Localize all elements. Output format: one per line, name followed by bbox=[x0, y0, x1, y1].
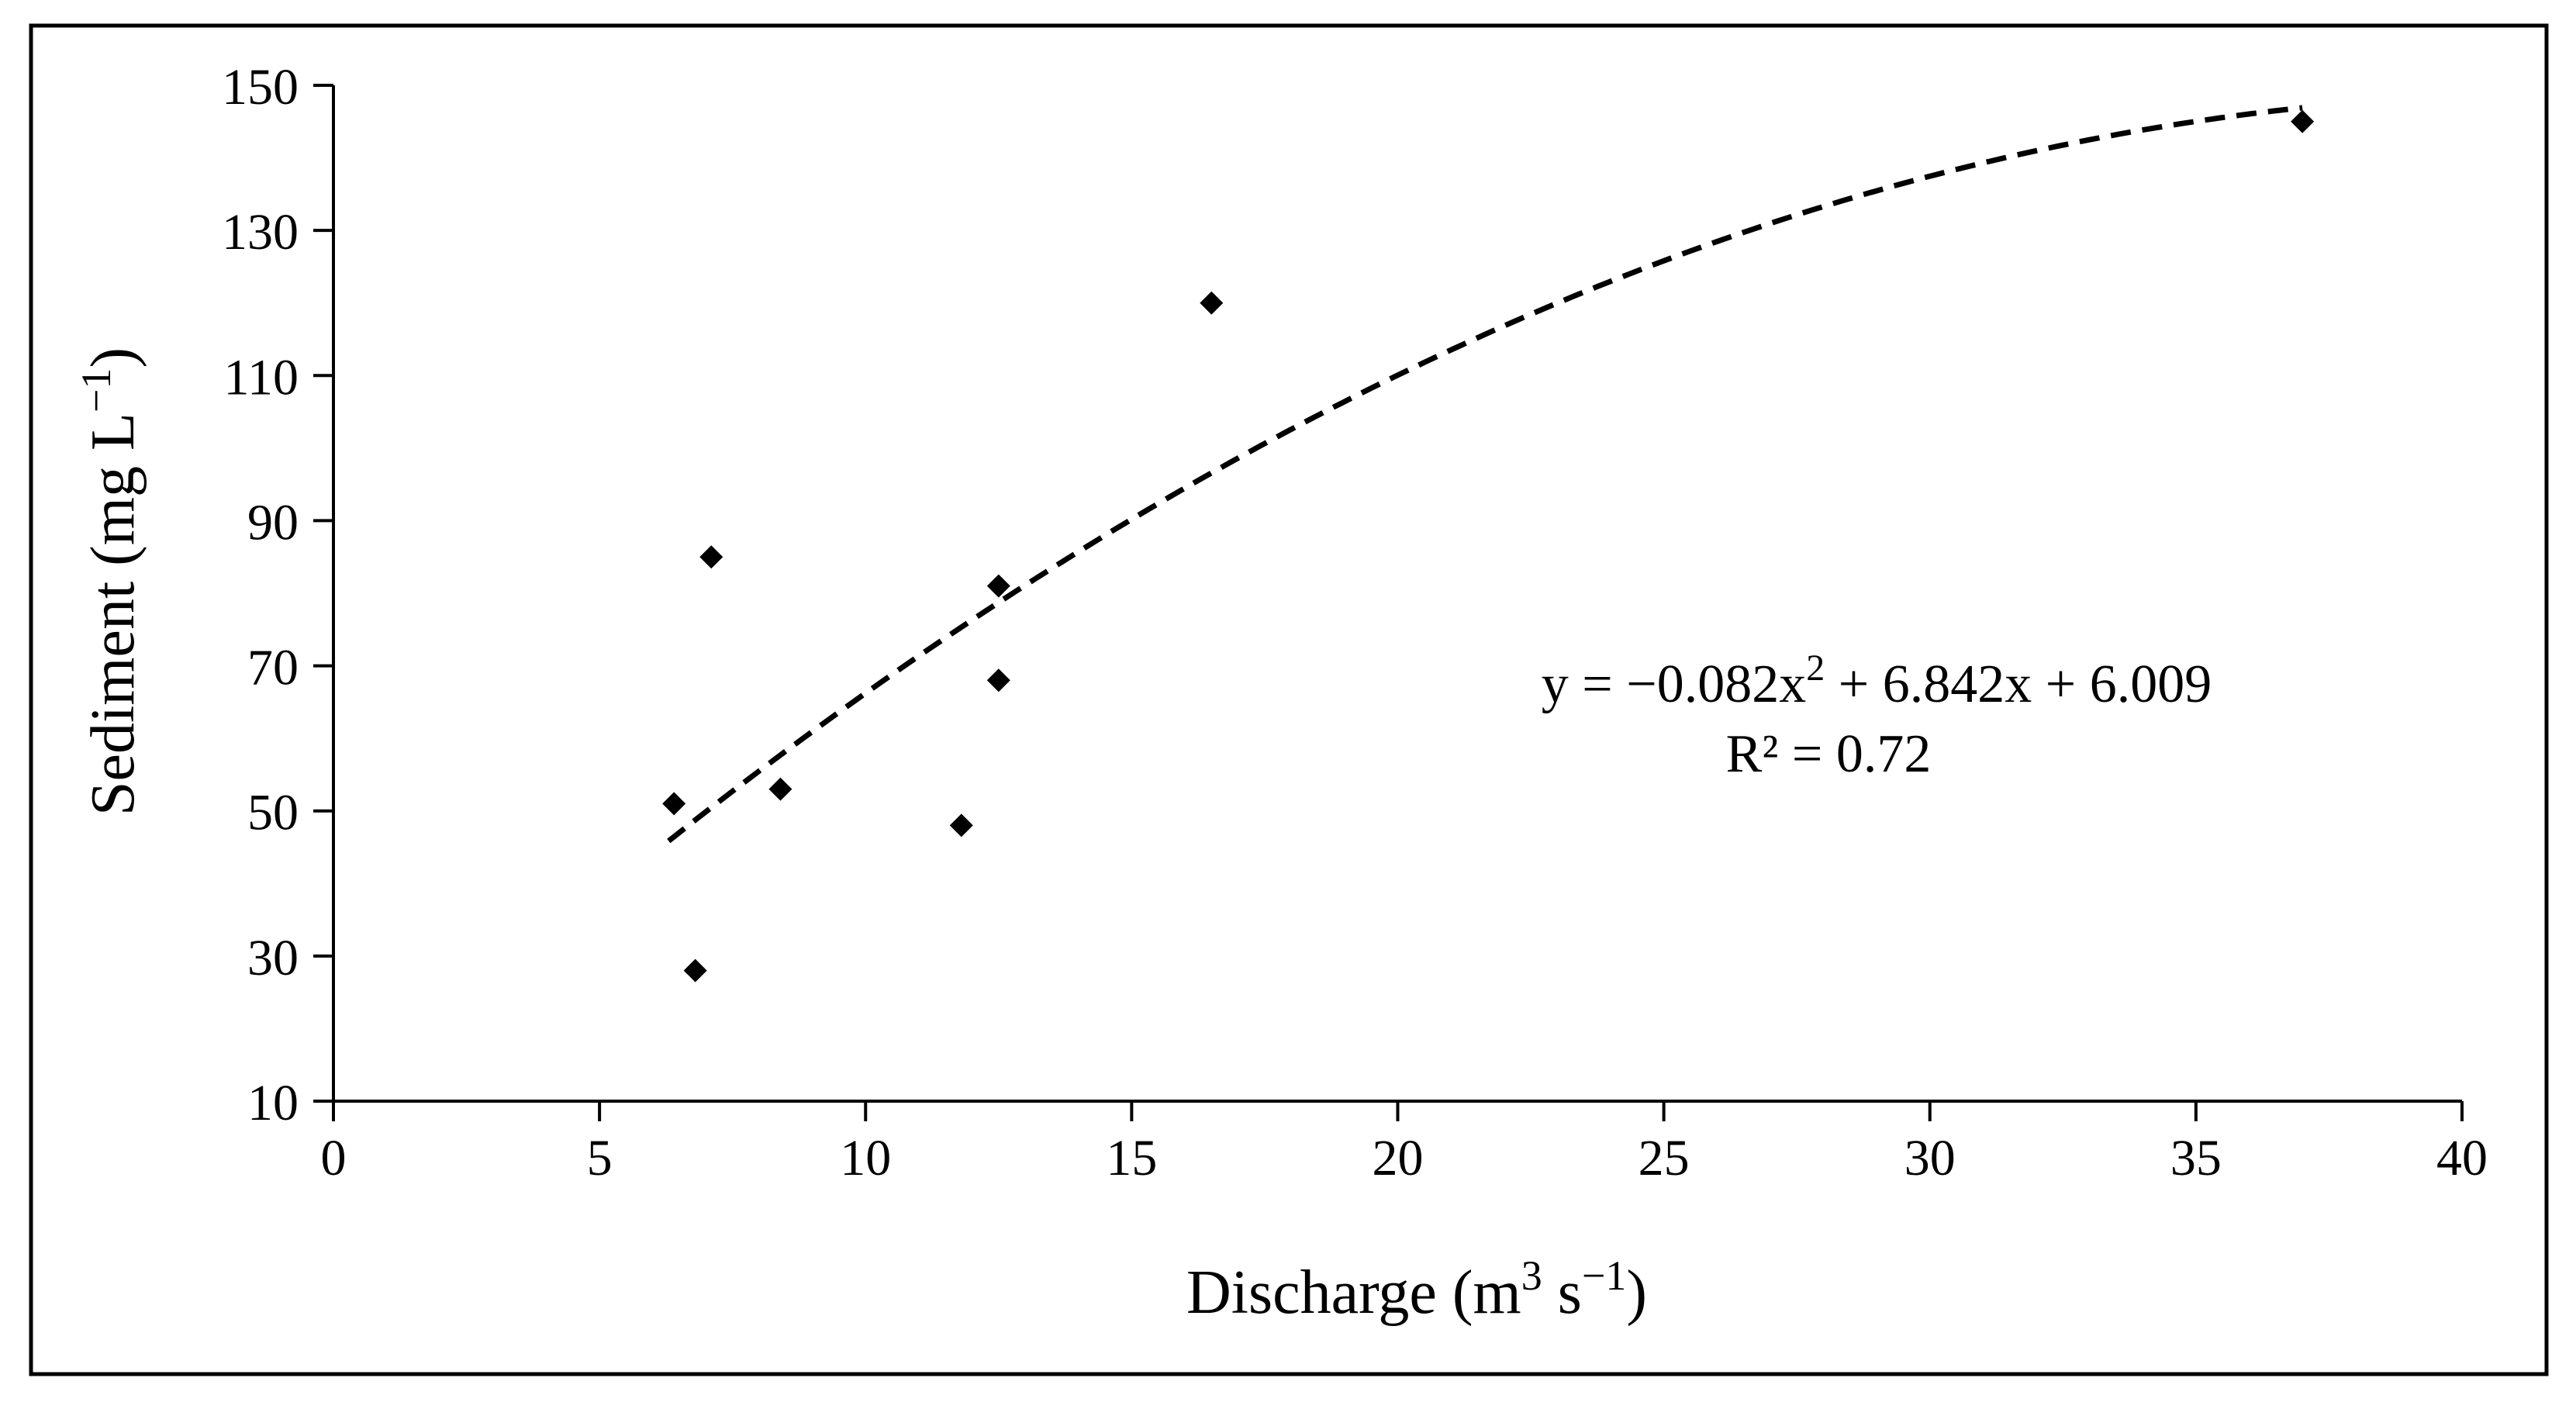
y-tick-label: 50 bbox=[247, 785, 299, 841]
data-point bbox=[986, 574, 1010, 598]
axes bbox=[332, 85, 2462, 1103]
trendline-group bbox=[667, 105, 2303, 844]
x-tick-label: 15 bbox=[1106, 1130, 1157, 1186]
y-tick-label: 150 bbox=[222, 59, 299, 116]
x-tick-label: 20 bbox=[1373, 1130, 1424, 1186]
y-axis-label: Sediment (mg L−1) bbox=[73, 347, 147, 816]
points-group bbox=[662, 109, 2315, 983]
y-tick-label: 10 bbox=[247, 1075, 299, 1131]
x-tick-label: 0 bbox=[321, 1130, 347, 1186]
x-tick-label: 25 bbox=[1638, 1130, 1690, 1186]
r-squared-annotation: R² = 0.72 bbox=[1726, 724, 1932, 784]
data-point bbox=[986, 668, 1010, 692]
data-point bbox=[683, 958, 707, 983]
x-tick-label: 10 bbox=[840, 1130, 891, 1186]
x-axis-label: Discharge (m3 s−1) bbox=[1186, 1252, 1647, 1327]
y-tick-label: 90 bbox=[247, 494, 299, 551]
data-point bbox=[662, 792, 686, 816]
data-point bbox=[2291, 109, 2315, 133]
y-tick-label: 130 bbox=[222, 204, 299, 261]
y-tick-label: 110 bbox=[223, 349, 299, 406]
x-tick-label: 30 bbox=[1904, 1130, 1956, 1186]
x-tick-label: 35 bbox=[2170, 1130, 2222, 1186]
data-point bbox=[949, 813, 973, 837]
y-tick-label: 70 bbox=[247, 640, 299, 696]
trendline bbox=[667, 105, 2303, 844]
y-tick-label: 30 bbox=[247, 930, 299, 986]
equation-annotation: y = −0.082x2 + 6.842x + 6.009 bbox=[1542, 648, 2212, 714]
data-point bbox=[1200, 291, 1224, 315]
x-tick-label: 5 bbox=[587, 1130, 613, 1186]
ticks: 10 30 50 70 90 110 130 150 0 5 10 15 20 25 30 35 40 bbox=[222, 59, 2488, 1186]
data-point bbox=[768, 777, 792, 801]
x-tick-label: 40 bbox=[2436, 1130, 2488, 1186]
data-point bbox=[699, 545, 723, 569]
chart-frame bbox=[29, 23, 2549, 1376]
